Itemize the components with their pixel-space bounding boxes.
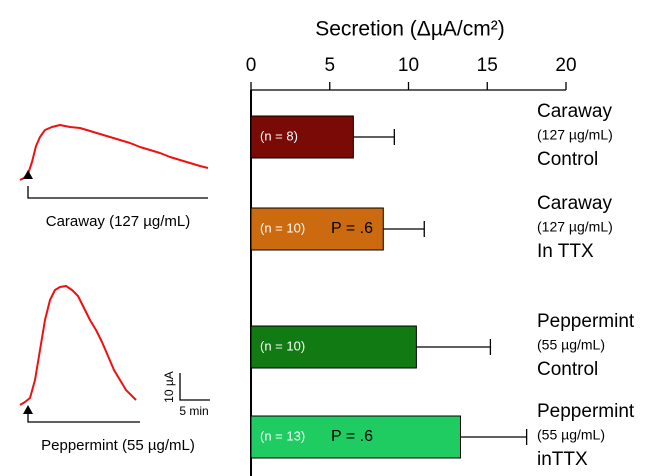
concentration-label: (127 µg/mL) — [537, 219, 613, 235]
concentration-label: (55 µg/mL) — [537, 427, 605, 443]
trace — [19, 285, 137, 406]
inset-caraway: Caraway (127 µg/mL) — [19, 124, 209, 230]
scale-bar — [179, 373, 210, 401]
bar — [250, 115, 354, 159]
scale-label: 10 µA — [162, 371, 176, 403]
condition-label: Control — [537, 149, 598, 170]
category-label: Peppermint — [537, 311, 635, 332]
inset-label: Peppermint (55 µg/mL) — [41, 437, 195, 454]
trace — [19, 124, 209, 181]
p-label: P = .6 — [331, 428, 373, 445]
bracket — [27, 410, 140, 423]
bar — [250, 415, 461, 459]
x-tick-label: 0 — [246, 55, 257, 76]
n-label: (n = 13) — [260, 428, 305, 443]
inset-peppermint: Peppermint (55 µg/mL) 10 µA 5 min — [19, 285, 210, 454]
category-label: Peppermint — [537, 401, 635, 422]
bar — [250, 207, 384, 251]
arrow — [23, 405, 33, 414]
n-label: (n = 10) — [260, 220, 305, 235]
bracket — [27, 186, 208, 199]
category-label: Caraway — [537, 193, 612, 214]
arrow — [23, 170, 33, 179]
bar — [250, 325, 417, 369]
x-tick-label: 10 — [398, 55, 419, 76]
x-tick-label: 5 — [324, 55, 335, 76]
inset-label: Caraway (127 µg/mL) — [46, 213, 191, 230]
n-label: (n = 10) — [260, 338, 305, 353]
condition-label: Control — [537, 359, 598, 380]
condition-label: In TTX — [537, 241, 594, 262]
x-tick-label: 15 — [477, 55, 498, 76]
concentration-label: (55 µg/mL) — [537, 337, 605, 353]
p-label: P = .6 — [331, 220, 373, 237]
category-label: Caraway — [537, 101, 612, 122]
chart-title: Secretion (ΔµA/cm²) — [315, 18, 505, 41]
concentration-label: (127 µg/mL) — [537, 127, 613, 143]
scale-label: 5 min — [179, 404, 208, 418]
x-tick-label: 20 — [555, 55, 576, 76]
n-label: (n = 8) — [260, 128, 298, 143]
condition-label: inTTX — [537, 449, 588, 470]
